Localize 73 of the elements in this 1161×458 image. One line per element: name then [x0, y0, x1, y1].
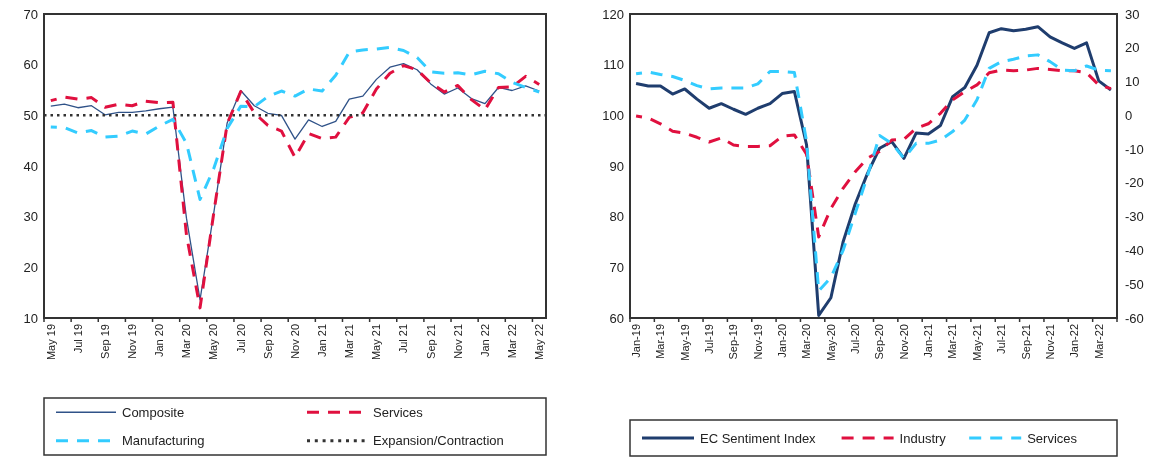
y2-tick-label: -20: [1125, 175, 1144, 191]
x-tick-label: May-19: [678, 324, 691, 361]
x-tick-label: Nov 21: [451, 324, 464, 359]
x-tick-label: Nov 20: [288, 324, 301, 359]
x-tick-label: Jan 22: [478, 324, 491, 358]
y-tick-label: 60: [23, 57, 38, 73]
y-tick-label: 50: [23, 107, 38, 123]
y-tick-label: 70: [23, 6, 38, 22]
x-tick-label: May 19: [44, 324, 57, 361]
line-series: [49, 45, 541, 201]
y-tick-label: 30: [23, 209, 38, 225]
y-tick-label: 80: [609, 209, 624, 225]
y-tick-label: 60: [609, 310, 624, 326]
x-tick-label: Jan-21: [922, 324, 935, 358]
y2-tick-label: -50: [1125, 276, 1144, 292]
legend-label: Manufacturing: [122, 433, 205, 449]
x-tick-label: Jul-21: [995, 324, 1008, 354]
y-tick-label: 10: [23, 310, 38, 326]
y-tick-label: 70: [609, 259, 624, 275]
x-tick-label: Mar-19: [654, 324, 667, 359]
x-tick-label: Sep 20: [261, 324, 274, 359]
line-series: [634, 66, 1113, 239]
y2-tick-label: -60: [1125, 310, 1144, 326]
x-tick-label: May 22: [533, 324, 546, 361]
y2-tick-label: 30: [1125, 6, 1140, 22]
line-series: [634, 53, 1113, 293]
y2-tick-label: -10: [1125, 141, 1144, 157]
legend-label: EC Sentiment Index: [700, 430, 817, 446]
x-tick-label: May 21: [370, 324, 383, 361]
y2-tick-label: -30: [1125, 209, 1144, 225]
y2-tick-label: 0: [1125, 107, 1133, 123]
legend-label: Industry: [899, 430, 947, 446]
y2-tick-label: -40: [1125, 242, 1144, 258]
x-tick-label: Jan 20: [153, 324, 166, 358]
y-tick-label: 110: [603, 57, 624, 73]
x-tick-label: Mar 22: [505, 324, 518, 359]
x-tick-label: Mar-21: [946, 324, 959, 359]
x-tick-label: Jul 19: [71, 324, 84, 354]
x-tick-label: Mar 20: [180, 324, 193, 359]
x-tick-label: Nov-21: [1043, 324, 1056, 360]
legend-label: Services: [373, 404, 424, 420]
x-tick-label: Sep-21: [1019, 324, 1032, 360]
x-tick-label: Jul-20: [849, 324, 862, 354]
x-tick-label: Nov 19: [126, 324, 139, 359]
legend-label: Services: [1027, 430, 1078, 446]
x-tick-label: Sep-20: [873, 324, 886, 360]
legend-label: Composite: [122, 404, 185, 420]
x-tick-label: Jan-19: [629, 324, 642, 358]
y-tick-label: 20: [23, 259, 38, 275]
x-tick-label: Jan-22: [1068, 324, 1081, 358]
x-tick-label: Mar 21: [343, 324, 356, 359]
x-tick-label: May-20: [824, 324, 837, 361]
x-tick-label: May-21: [970, 324, 983, 361]
x-tick-label: Sep-19: [727, 324, 740, 360]
x-tick-label: Mar-20: [800, 324, 813, 359]
y-tick-label: 100: [602, 107, 624, 123]
y-tick-label: 90: [609, 158, 624, 174]
y2-tick-label: 20: [1125, 40, 1140, 56]
x-tick-label: Nov-20: [897, 324, 910, 360]
x-tick-label: Jul 20: [234, 324, 247, 354]
x-tick-label: Sep 21: [424, 324, 437, 359]
y-tick-label: 120: [602, 6, 624, 22]
y-tick-label: 40: [23, 158, 38, 174]
legend-label: Expansion/Contraction: [373, 433, 504, 449]
x-tick-label: May 20: [207, 324, 220, 361]
x-tick-label: Jul 21: [397, 324, 410, 354]
y2-tick-label: 10: [1125, 74, 1140, 90]
x-tick-label: Jan-20: [776, 324, 789, 358]
x-tick-label: Sep 19: [98, 324, 111, 359]
x-tick-label: Nov-19: [751, 324, 764, 360]
x-tick-label: Mar-22: [1092, 324, 1105, 359]
x-tick-label: Jan 21: [315, 324, 328, 358]
x-tick-label: Jul-19: [702, 324, 715, 354]
